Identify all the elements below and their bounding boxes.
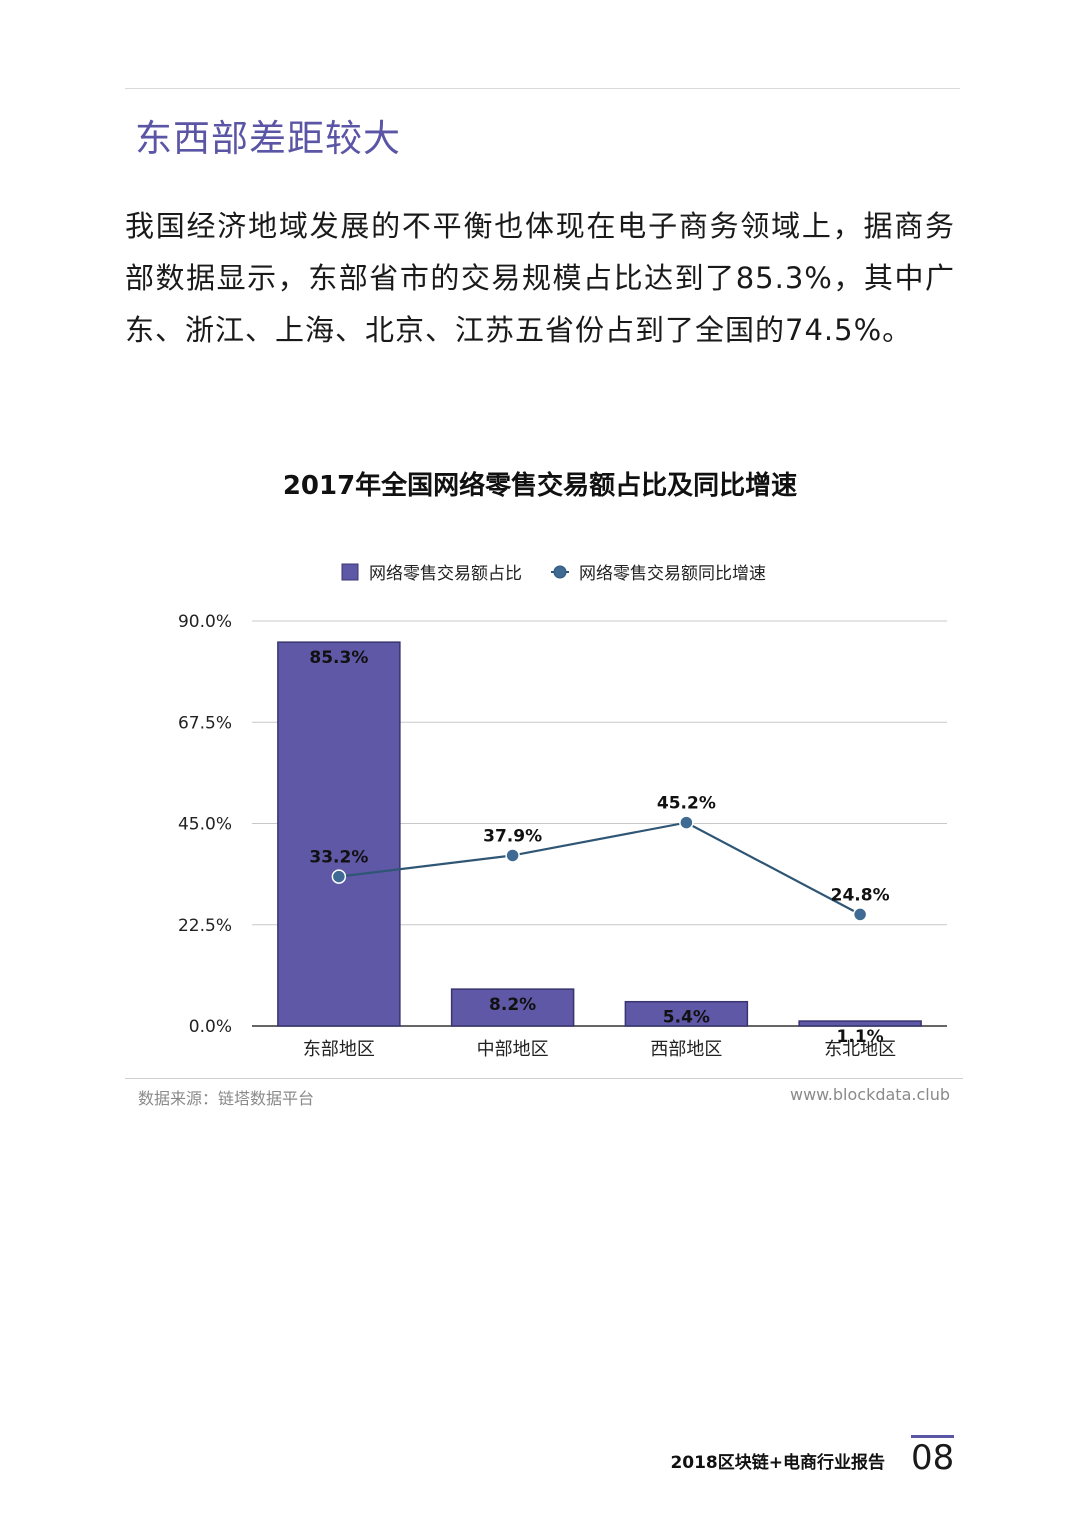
line-data-label: 33.2% <box>309 848 368 868</box>
bar <box>798 1020 922 1027</box>
x-axis-ticks: 东部地区 中部地区 西部地区 东北地区 <box>303 1039 896 1060</box>
intro-paragraph: 我国经济地域发展的不平衡也体现在电子商务领域上，据商务部数据显示，东部省市的交易… <box>125 209 955 347</box>
bar-data-label: 5.4% <box>663 1008 710 1028</box>
y-axis-ticks: 0.0% 22.5% 45.0% 67.5% 90.0% <box>178 612 232 1037</box>
site-url: www.blockdata.club <box>790 1085 950 1104</box>
y-tick-label: 67.5% <box>178 713 232 733</box>
y-tick-label: 90.0% <box>178 612 232 632</box>
line-data-label: 45.2% <box>657 794 716 814</box>
section-title: 东西部差距较大 <box>135 117 401 160</box>
bar-data-label: 1.1% <box>837 1027 884 1047</box>
growth-line <box>338 821 861 916</box>
line-point <box>505 848 520 863</box>
top-rule <box>125 88 960 89</box>
bar-data-label: 8.2% <box>489 995 536 1015</box>
report-title: 2018区块链+电商行业报告 <box>670 1453 885 1473</box>
y-tick-label: 45.0% <box>178 815 232 835</box>
x-tick-label: 西部地区 <box>650 1039 722 1060</box>
bar <box>277 641 401 1027</box>
y-tick-label: 0.0% <box>189 1017 232 1037</box>
legend-line-marker <box>553 565 567 579</box>
legend-bar-swatch <box>341 563 359 581</box>
line-data-label: 24.8% <box>831 885 890 905</box>
x-tick-label: 中部地区 <box>477 1039 549 1060</box>
bar <box>450 988 575 1027</box>
x-tick-label: 东部地区 <box>303 1039 375 1060</box>
y-tick-label: 22.5% <box>178 916 232 936</box>
line-point <box>679 815 694 830</box>
legend-line-label: 网络零售交易额同比增速 <box>579 564 766 584</box>
line-point <box>331 869 347 884</box>
line-point <box>852 907 868 922</box>
page-number-bar <box>911 1435 954 1438</box>
source-rule <box>125 1078 963 1079</box>
bar-data-label: 85.3% <box>309 648 368 668</box>
data-source: 数据来源：链塔数据平台 <box>138 1089 315 1108</box>
line-data-label: 37.9% <box>483 826 542 846</box>
bar <box>624 1000 749 1027</box>
line-series: 33.2% 37.9% 45.2% 24.8% <box>309 794 890 922</box>
legend: 网络零售交易额占比 网络零售交易额同比增速 <box>341 563 766 584</box>
x-tick-label: 东北地区 <box>824 1039 896 1060</box>
chart-title: 2017年全国网络零售交易额占比及同比增速 <box>282 471 798 501</box>
legend-bar-label: 网络零售交易额占比 <box>369 564 522 584</box>
bar-series: 85.3% 8.2% 5.4% 1.1% <box>277 641 922 1047</box>
page-number: 08 <box>911 1438 955 1478</box>
chart: 网络零售交易额占比 网络零售交易额同比增速 0.0% 22.5% 45.0% 67.5… <box>178 563 947 1060</box>
